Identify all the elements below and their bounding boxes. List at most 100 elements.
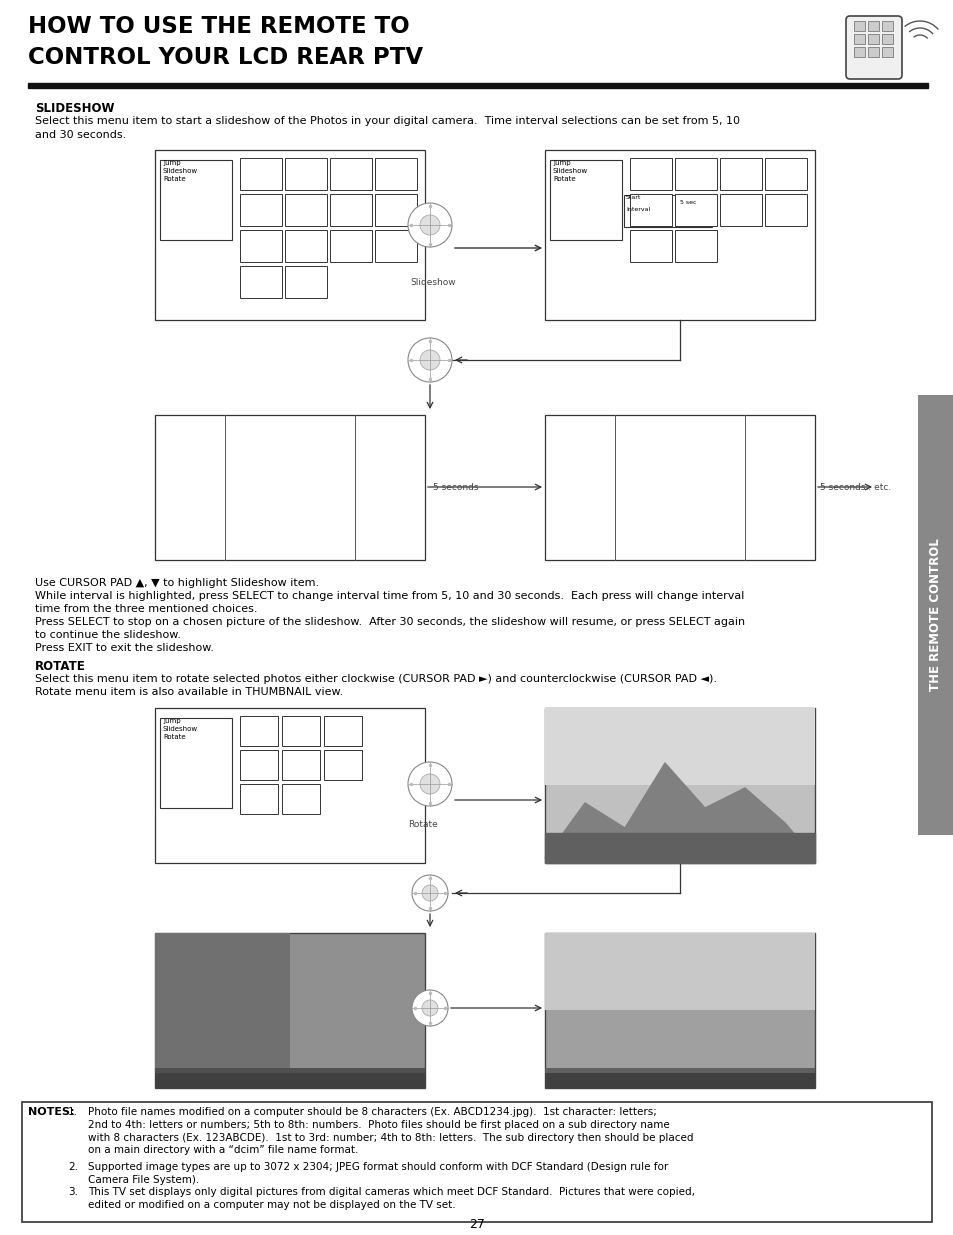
Text: ROTATE: ROTATE bbox=[35, 659, 86, 673]
Text: THE REMOTE CONTROL: THE REMOTE CONTROL bbox=[928, 538, 942, 692]
Text: Photo file names modified on a computer should be 8 characters (Ex. ABCD1234.jpg: Photo file names modified on a computer … bbox=[88, 1107, 693, 1156]
Bar bbox=[544, 932, 814, 1010]
Text: While interval is highlighted, press SELECT to change interval time from 5, 10 a: While interval is highlighted, press SEL… bbox=[35, 592, 743, 601]
Polygon shape bbox=[544, 832, 814, 863]
Circle shape bbox=[408, 762, 452, 806]
Bar bbox=[240, 230, 282, 262]
Bar bbox=[629, 230, 671, 262]
Circle shape bbox=[408, 203, 452, 247]
Text: Select this menu item to start a slideshow of the Photos in your digital camera.: Select this menu item to start a slidesh… bbox=[35, 116, 740, 126]
Bar bbox=[917, 395, 953, 835]
Bar bbox=[764, 194, 806, 226]
Text: ◙◄►◉: ◙◄►◉ bbox=[555, 864, 578, 872]
Bar bbox=[22, 1102, 931, 1221]
Bar bbox=[853, 21, 864, 31]
Bar bbox=[853, 47, 864, 57]
Text: This TV set displays only digital pictures from digital cameras which meet DCF S: This TV set displays only digital pictur… bbox=[88, 1187, 695, 1210]
Text: 1/10: 1/10 bbox=[390, 1091, 405, 1095]
Bar bbox=[282, 716, 319, 746]
Bar bbox=[160, 718, 232, 808]
Text: Supported image types are up to 3072 x 2304; JPEG format should conform with DCF: Supported image types are up to 3072 x 2… bbox=[88, 1162, 667, 1184]
Bar bbox=[544, 1073, 814, 1088]
Text: Jump
Slideshow
Rotate: Jump Slideshow Rotate bbox=[163, 718, 198, 740]
Bar bbox=[154, 149, 424, 320]
Text: HOW TO USE THE REMOTE TO: HOW TO USE THE REMOTE TO bbox=[28, 15, 409, 38]
Bar bbox=[544, 708, 814, 863]
Bar bbox=[240, 784, 277, 814]
Circle shape bbox=[421, 885, 437, 902]
Text: time from the three mentioned choices.: time from the three mentioned choices. bbox=[35, 604, 257, 614]
Bar bbox=[324, 716, 361, 746]
Bar bbox=[544, 708, 814, 785]
Text: Select this menu item to rotate selected photos either clockwise (CURSOR PAD ►) : Select this menu item to rotate selected… bbox=[35, 674, 717, 684]
Bar bbox=[285, 230, 327, 262]
Circle shape bbox=[419, 774, 439, 794]
Bar bbox=[240, 194, 282, 226]
Bar bbox=[375, 158, 416, 190]
Text: 3.: 3. bbox=[68, 1187, 78, 1197]
Bar bbox=[240, 750, 277, 781]
Text: Press SELECT to stop on a chosen picture of the slideshow.  After 30 seconds, th: Press SELECT to stop on a chosen picture… bbox=[35, 618, 744, 627]
Bar bbox=[867, 35, 878, 44]
Text: Rotate: Rotate bbox=[408, 820, 437, 829]
Bar bbox=[240, 716, 277, 746]
Bar bbox=[154, 932, 290, 1088]
Text: 27: 27 bbox=[469, 1218, 484, 1231]
Circle shape bbox=[419, 215, 439, 235]
Bar bbox=[853, 35, 864, 44]
Text: Slideshow: Slideshow bbox=[410, 278, 456, 287]
Bar bbox=[675, 158, 717, 190]
Bar bbox=[240, 158, 282, 190]
Bar bbox=[375, 230, 416, 262]
Text: 5 seconds.. etc.: 5 seconds.. etc. bbox=[820, 483, 890, 492]
Bar bbox=[882, 21, 892, 31]
Polygon shape bbox=[544, 763, 814, 858]
Bar bbox=[544, 848, 814, 863]
Bar bbox=[154, 932, 424, 1088]
Bar bbox=[629, 194, 671, 226]
Bar bbox=[544, 932, 814, 1088]
Bar bbox=[330, 158, 372, 190]
Bar bbox=[720, 158, 761, 190]
Bar bbox=[764, 158, 806, 190]
Text: ◙◄►◉: ◙◄►◉ bbox=[165, 1091, 189, 1097]
Bar bbox=[330, 230, 372, 262]
Text: 5 seconds: 5 seconds bbox=[433, 483, 478, 492]
Bar bbox=[629, 158, 671, 190]
Text: Jump
Slideshow
Rotate: Jump Slideshow Rotate bbox=[163, 161, 198, 182]
Circle shape bbox=[421, 1000, 437, 1016]
Bar bbox=[154, 1073, 424, 1088]
Bar bbox=[544, 1068, 814, 1088]
Bar bbox=[867, 21, 878, 31]
Text: 1/10: 1/10 bbox=[780, 1091, 795, 1095]
Text: Interval: Interval bbox=[625, 207, 650, 212]
Bar bbox=[154, 708, 424, 863]
Bar bbox=[550, 161, 621, 240]
Text: NOTES:: NOTES: bbox=[28, 1107, 74, 1116]
Bar bbox=[285, 158, 327, 190]
Bar bbox=[282, 750, 319, 781]
Bar bbox=[720, 194, 761, 226]
Bar bbox=[544, 149, 814, 320]
Bar bbox=[623, 195, 711, 227]
FancyBboxPatch shape bbox=[845, 16, 901, 79]
Bar bbox=[882, 47, 892, 57]
Text: 1.: 1. bbox=[68, 1107, 78, 1116]
Text: Use CURSOR PAD ▲, ▼ to highlight Slideshow item.: Use CURSOR PAD ▲, ▼ to highlight Slidesh… bbox=[35, 578, 319, 588]
Bar bbox=[240, 266, 282, 298]
Bar bbox=[285, 266, 327, 298]
Text: CONTROL YOUR LCD REAR PTV: CONTROL YOUR LCD REAR PTV bbox=[28, 46, 423, 69]
Bar bbox=[675, 194, 717, 226]
Text: SLIDESHOW: SLIDESHOW bbox=[35, 103, 114, 115]
Circle shape bbox=[419, 350, 439, 370]
Bar bbox=[867, 47, 878, 57]
Text: Start: Start bbox=[625, 195, 640, 200]
Bar bbox=[28, 83, 927, 88]
Text: 2.: 2. bbox=[68, 1162, 78, 1172]
Text: ◙◄►◉: ◙◄►◉ bbox=[555, 1091, 578, 1097]
Bar bbox=[324, 750, 361, 781]
Bar bbox=[544, 415, 814, 559]
Text: Rotate menu item is also available in THUMBNAIL view.: Rotate menu item is also available in TH… bbox=[35, 687, 343, 697]
Bar bbox=[282, 784, 319, 814]
Bar bbox=[678, 200, 707, 220]
